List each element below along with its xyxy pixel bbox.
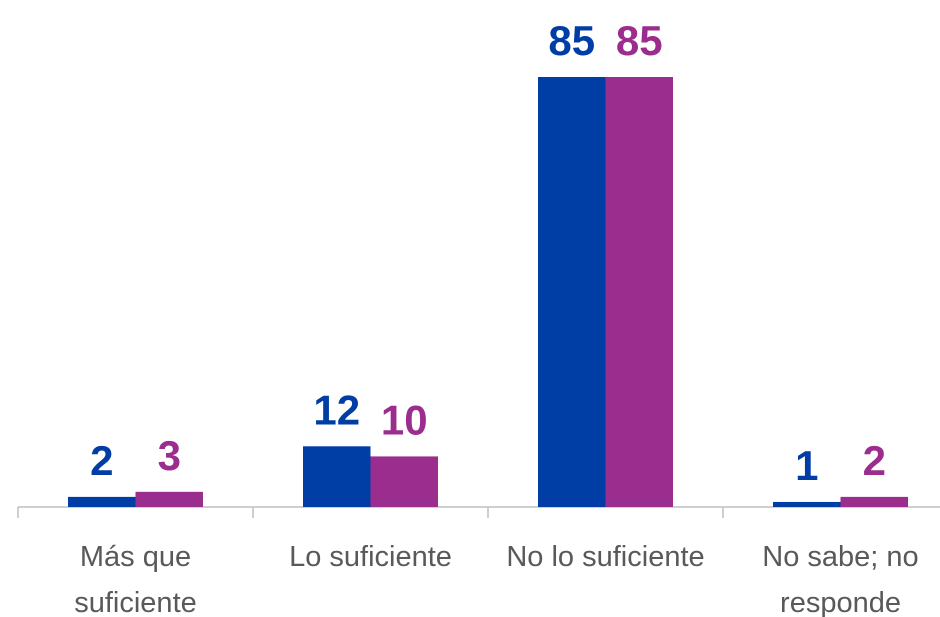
bar [303,446,371,507]
bar [773,501,841,507]
value-label: 85 [616,17,663,64]
bar [135,491,203,507]
value-label: 85 [548,17,595,64]
value-label: 1 [795,442,818,489]
bar [840,496,908,507]
value-label: 10 [381,396,428,443]
x-tick-label: Más que suficiente [74,541,197,617]
bar [370,456,438,507]
value-label: 2 [90,437,113,484]
value-label: 3 [158,432,181,479]
x-tick-label: No lo suficiente [506,541,705,573]
value-label: 2 [863,437,886,484]
bar [538,77,606,507]
x-tick-label: No sabe; no responde [762,541,919,617]
bar [605,77,673,507]
value-label: 12 [313,386,360,433]
x-tick-label: Lo suficiente [289,541,452,573]
bar [68,496,136,507]
